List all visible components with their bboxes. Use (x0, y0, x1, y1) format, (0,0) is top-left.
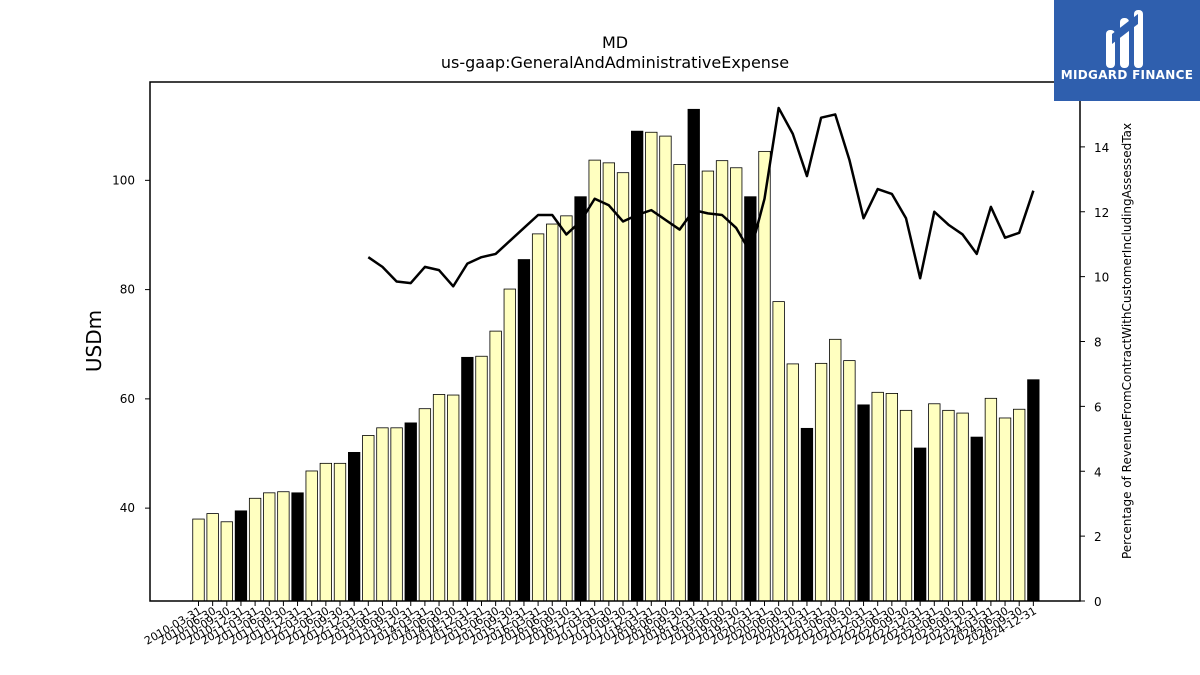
bar-2013-03-31 (362, 435, 375, 602)
bar-2018-12-31 (687, 108, 700, 602)
bar-2017-03-31 (588, 159, 601, 602)
y2-tick-label: 0 (1094, 595, 1102, 609)
bar-2017-09-30 (616, 172, 630, 602)
bar-2016-12-31 (574, 196, 587, 602)
y2-axis: 0 2 4 6 8 10 12 14 (1080, 141, 1109, 609)
bar-2016-03-31 (531, 233, 545, 602)
bar-2023-03-31 (928, 403, 941, 602)
bar-2024-06-30 (998, 417, 1012, 602)
y-axis: 40 60 80 100 (112, 173, 150, 515)
bar-2019-06-30 (715, 160, 729, 602)
bar-2019-12-31 (744, 196, 757, 602)
bar-2022-12-31 (914, 447, 927, 602)
bar-2020-12-31 (800, 427, 814, 602)
bar-2019-03-31 (701, 170, 715, 602)
bar-2014-03-31 (418, 408, 432, 602)
bar-2024-12-31 (1027, 379, 1040, 602)
bar-2024-09-30 (1013, 408, 1026, 602)
chart-title: MD (602, 33, 628, 52)
bar-2013-12-31 (404, 422, 417, 602)
y2-tick-label: 12 (1094, 206, 1109, 220)
bar-2013-09-30 (390, 427, 403, 602)
bar-2015-06-30 (489, 330, 502, 602)
bar-2020-09-30 (786, 363, 799, 602)
x-axis: 2010-03-312010-06-302010-09-302010-12-31… (142, 601, 1039, 648)
bar-2014-09-30 (447, 394, 460, 602)
bar-2011-03-31 (248, 497, 262, 602)
y2-axis-label: Percentage of RevenueFromContractWithCus… (1120, 123, 1134, 559)
bar-2011-06-30 (263, 492, 276, 602)
bar-2022-06-30 (885, 392, 898, 602)
bar-2021-06-30 (829, 338, 842, 602)
bar-2012-03-31 (305, 470, 318, 602)
bar-2020-06-30 (772, 301, 785, 602)
bar-2010-06-30 (206, 513, 219, 602)
bar-2015-09-30 (503, 288, 516, 602)
y-tick-label: 100 (112, 173, 135, 187)
y2-tick-label: 14 (1094, 141, 1109, 155)
bar-2024-03-31 (984, 397, 998, 602)
bar-2016-06-30 (546, 223, 559, 602)
logo-mark-icon (1106, 10, 1143, 68)
bar-2022-03-31 (871, 391, 884, 602)
logo-text: MIDGARD FINANCE (1060, 68, 1194, 82)
bar-2014-12-31 (461, 356, 474, 602)
bar-2017-12-31 (631, 130, 644, 602)
bar-2010-09-30 (220, 521, 233, 602)
bar-2010-12-31 (234, 510, 248, 602)
bar-2023-09-30 (956, 412, 969, 602)
line-layer (367, 106, 1035, 288)
y-tick-label: 40 (120, 501, 135, 515)
y2-tick-label: 4 (1094, 465, 1102, 479)
bar-2018-03-31 (645, 131, 658, 602)
y-tick-label: 60 (120, 392, 135, 406)
bar-2021-03-31 (814, 362, 828, 602)
bar-2016-09-30 (560, 215, 573, 602)
bar-2022-09-30 (899, 409, 913, 602)
bar-2015-12-31 (517, 259, 531, 602)
bar-2011-12-31 (291, 492, 304, 602)
y-tick-label: 80 (120, 283, 135, 297)
y2-tick-label: 6 (1094, 400, 1102, 414)
bar-2012-09-30 (333, 462, 347, 602)
bar-2023-06-30 (942, 409, 955, 602)
bar-2012-06-30 (319, 462, 333, 602)
bar-2015-03-31 (475, 355, 488, 602)
bar-2013-06-30 (376, 427, 389, 602)
bar-2021-12-31 (857, 404, 870, 602)
bar-2010-03-31 (192, 518, 205, 602)
bar-2021-09-30 (843, 360, 856, 602)
chart-subtitle: us-gaap:GeneralAndAdministrativeExpense (441, 53, 789, 72)
bar-2023-12-31 (970, 436, 983, 602)
bar-2011-09-30 (277, 491, 290, 602)
bar-2017-06-30 (602, 162, 615, 602)
bars-layer (192, 108, 1040, 602)
percentage-line (367, 106, 1035, 288)
bar-2018-06-30 (659, 135, 672, 602)
y2-tick-label: 10 (1094, 271, 1109, 285)
bar-2014-06-30 (432, 394, 446, 602)
y-axis-label: USDm (82, 310, 106, 372)
y2-tick-label: 2 (1094, 530, 1102, 544)
y2-tick-label: 8 (1094, 336, 1102, 350)
bar-2012-12-31 (347, 451, 361, 602)
brand-logo: MIDGARD FINANCE (1054, 0, 1200, 101)
